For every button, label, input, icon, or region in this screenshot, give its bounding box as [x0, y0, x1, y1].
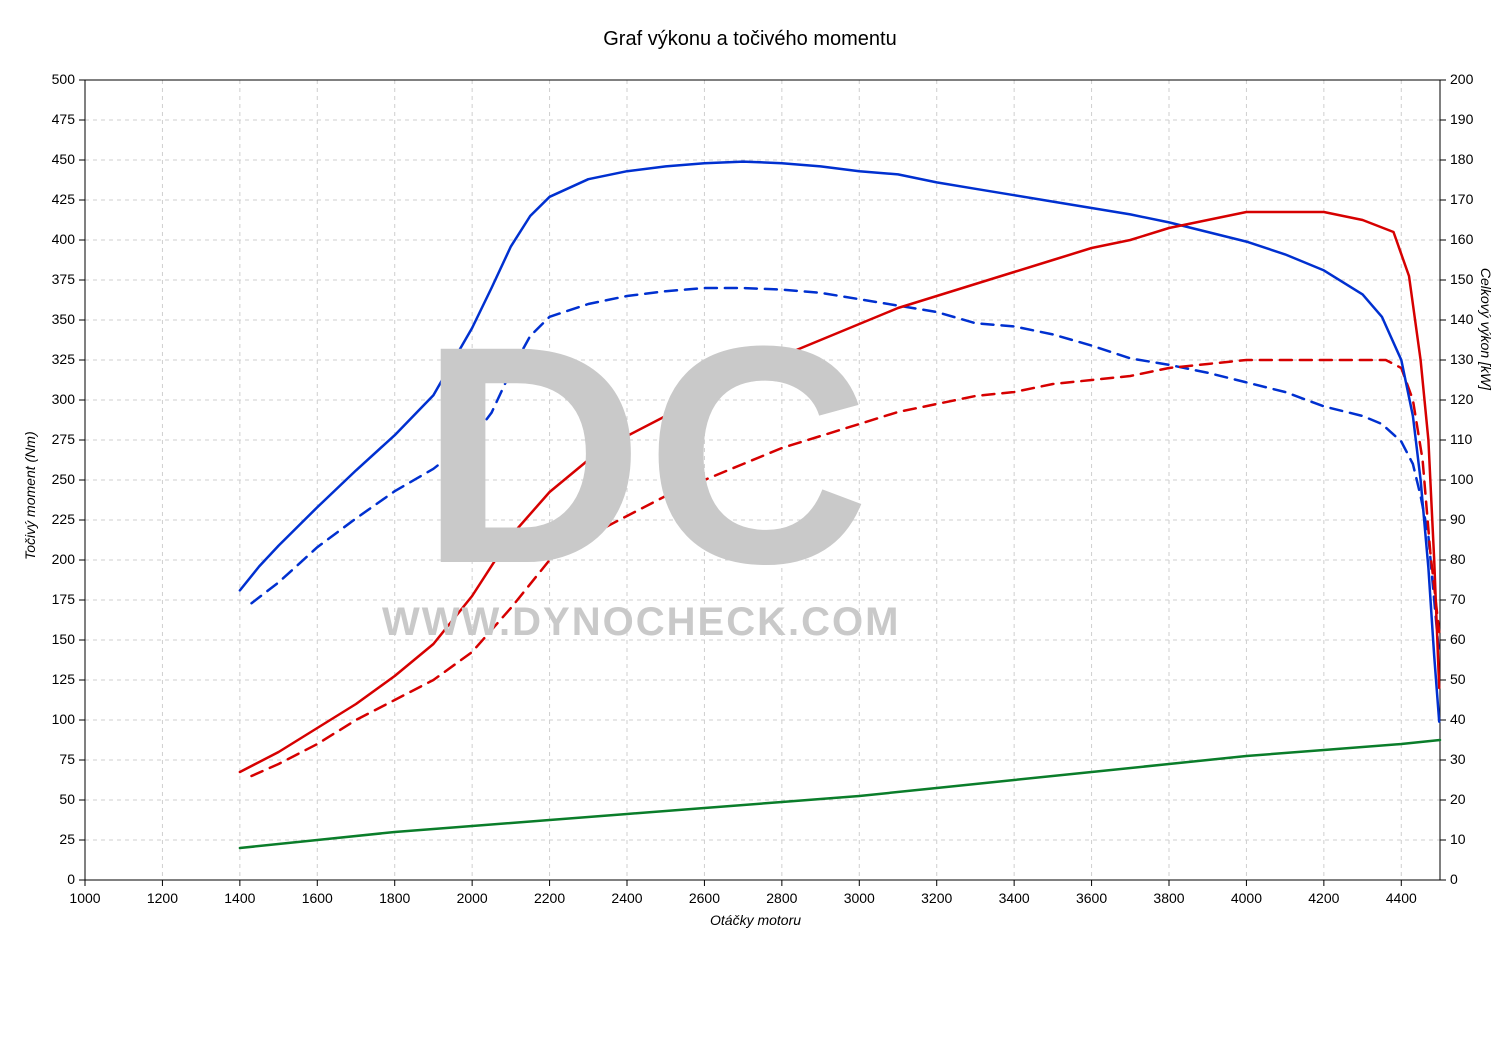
- tick-label: 20: [1450, 791, 1466, 807]
- tick-label: 1800: [379, 890, 410, 906]
- tick-label: 1400: [224, 890, 255, 906]
- tick-label: 160: [1450, 231, 1473, 247]
- tick-label: 0: [25, 871, 75, 887]
- tick-label: 175: [25, 591, 75, 607]
- tick-label: 2200: [534, 890, 565, 906]
- tick-label: 3600: [1076, 890, 1107, 906]
- tick-label: 225: [25, 511, 75, 527]
- tick-label: 275: [25, 431, 75, 447]
- tick-label: 125: [25, 671, 75, 687]
- y-axis-right-label: Celkový výkon [kW]: [1478, 268, 1494, 390]
- tick-label: 150: [1450, 271, 1473, 287]
- tick-label: 450: [25, 151, 75, 167]
- tick-label: 170: [1450, 191, 1473, 207]
- tick-label: 1000: [69, 890, 100, 906]
- tick-label: 325: [25, 351, 75, 367]
- tick-label: 2800: [766, 890, 797, 906]
- chart-svg: [0, 0, 1500, 1040]
- tick-label: 70: [1450, 591, 1466, 607]
- tick-label: 2400: [611, 890, 642, 906]
- tick-label: 130: [1450, 351, 1473, 367]
- tick-label: 100: [1450, 471, 1473, 487]
- tick-label: 1600: [302, 890, 333, 906]
- tick-label: 110: [1450, 431, 1472, 447]
- tick-label: 350: [25, 311, 75, 327]
- tick-label: 50: [25, 791, 75, 807]
- tick-label: 250: [25, 471, 75, 487]
- tick-label: 3800: [1153, 890, 1184, 906]
- tick-label: 30: [1450, 751, 1466, 767]
- tick-label: 300: [25, 391, 75, 407]
- tick-label: 3000: [844, 890, 875, 906]
- tick-label: 475: [25, 111, 75, 127]
- tick-label: 0: [1450, 871, 1458, 887]
- tick-label: 90: [1450, 511, 1466, 527]
- tick-label: 375: [25, 271, 75, 287]
- tick-label: 100: [25, 711, 75, 727]
- tick-label: 140: [1450, 311, 1473, 327]
- tick-label: 3400: [999, 890, 1030, 906]
- tick-label: 25: [25, 831, 75, 847]
- tick-label: 200: [25, 551, 75, 567]
- chart-container: Graf výkonu a točivého momentu Točivý mo…: [0, 0, 1500, 1040]
- tick-label: 180: [1450, 151, 1473, 167]
- tick-label: 60: [1450, 631, 1466, 647]
- tick-label: 10: [1450, 831, 1466, 847]
- tick-label: 425: [25, 191, 75, 207]
- tick-label: 4200: [1308, 890, 1339, 906]
- y-axis-left-label: Točivý moment (Nm): [22, 431, 38, 560]
- tick-label: 150: [25, 631, 75, 647]
- tick-label: 190: [1450, 111, 1473, 127]
- tick-label: 4400: [1386, 890, 1417, 906]
- tick-label: 75: [25, 751, 75, 767]
- tick-label: 1200: [147, 890, 178, 906]
- tick-label: 4000: [1231, 890, 1262, 906]
- tick-label: 50: [1450, 671, 1466, 687]
- tick-label: 40: [1450, 711, 1466, 727]
- tick-label: 2000: [457, 890, 488, 906]
- tick-label: 400: [25, 231, 75, 247]
- tick-label: 3200: [921, 890, 952, 906]
- tick-label: 120: [1450, 391, 1473, 407]
- tick-label: 200: [1450, 71, 1473, 87]
- tick-label: 500: [25, 71, 75, 87]
- tick-label: 80: [1450, 551, 1466, 567]
- x-axis-label: Otáčky motoru: [710, 912, 801, 928]
- tick-label: 2600: [689, 890, 720, 906]
